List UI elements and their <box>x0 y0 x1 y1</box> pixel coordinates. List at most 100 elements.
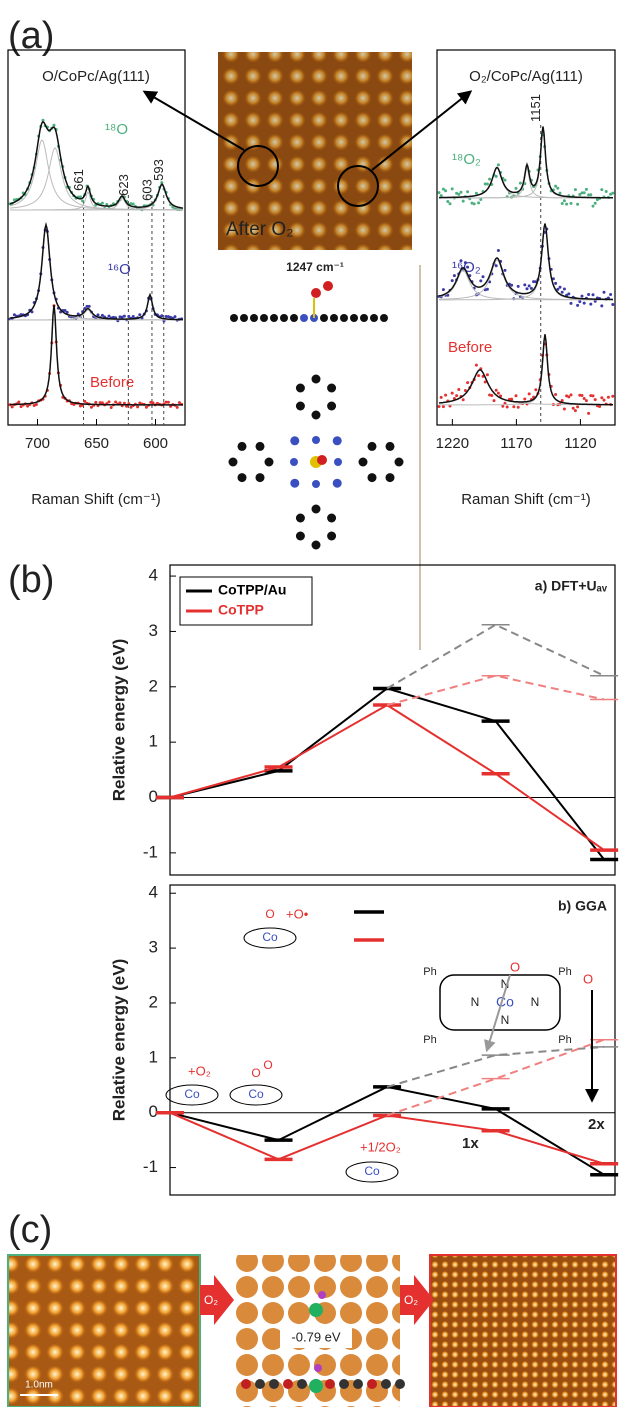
atom <box>320 314 328 322</box>
spectrum-point <box>567 292 571 296</box>
y-tick-label: -1 <box>143 842 158 861</box>
atom <box>241 1379 251 1389</box>
spectrum-point <box>118 315 122 319</box>
spectrum-point <box>122 314 126 318</box>
spectrum-point <box>457 192 461 196</box>
spectrum-point <box>534 388 538 392</box>
chart-title: a) DFT+Uₐᵥ <box>535 578 608 594</box>
spectrum-point <box>587 292 591 296</box>
spectrum-point <box>589 193 593 197</box>
spectrum-frame <box>7 49 186 426</box>
spectrum-point <box>602 398 606 402</box>
panel-label: (a) <box>8 15 54 57</box>
spectrum-point <box>100 201 104 205</box>
atom <box>360 314 368 322</box>
spectrum-point <box>510 397 514 401</box>
spectrum-point <box>87 304 91 308</box>
atom <box>295 531 305 541</box>
spectrum-frame <box>436 49 616 426</box>
spectrum-point <box>611 394 615 398</box>
spectrum-point <box>455 394 459 398</box>
atom <box>395 1379 405 1389</box>
spectrum-point <box>129 202 133 206</box>
spectrum-point <box>34 402 38 406</box>
spectrum-point <box>565 202 569 206</box>
spectrum-point <box>474 191 478 195</box>
annotation: N <box>471 995 480 1009</box>
arrow <box>142 90 245 151</box>
spectrum-point <box>551 277 555 281</box>
reaction-path <box>169 687 605 861</box>
atom <box>300 314 308 322</box>
spectrum-point <box>584 399 588 403</box>
atom <box>381 1379 391 1389</box>
spectrum-point <box>490 394 494 398</box>
spectrum-point <box>578 300 582 304</box>
spectrum-point <box>89 405 93 409</box>
trace-label: Before <box>448 339 492 356</box>
atom <box>255 1379 265 1389</box>
y-tick-label: 4 <box>149 883 158 902</box>
y-tick-label: 1 <box>149 732 158 751</box>
spectrum-point <box>591 394 595 398</box>
spectrum-point <box>459 259 463 263</box>
spectrum-point <box>173 315 177 319</box>
panel-label: (c) <box>8 1209 52 1251</box>
annotation: 2x <box>588 1116 605 1133</box>
y-tick-label: 3 <box>149 938 158 957</box>
atom <box>385 441 395 451</box>
legend-label: CoTPP/Au <box>218 582 286 598</box>
y-tick-label: 1 <box>149 1047 158 1066</box>
spectrum-point <box>100 313 104 317</box>
spectrum-point <box>118 401 122 405</box>
spectrum-point <box>488 177 492 181</box>
annotation: N <box>501 1013 510 1027</box>
spectrum-point <box>512 405 516 409</box>
spectrum-point <box>444 393 448 397</box>
atom <box>311 288 321 298</box>
highlight-circle <box>237 145 279 187</box>
atom <box>323 281 333 291</box>
plot-frame <box>169 564 616 876</box>
spectrum-point <box>483 380 487 384</box>
spectrum-point <box>510 283 514 287</box>
spectrum-point <box>499 394 503 398</box>
atom <box>240 314 248 322</box>
atom <box>290 458 298 466</box>
spectrum-point <box>556 186 560 190</box>
fit-curve <box>438 334 613 406</box>
atom <box>380 314 388 322</box>
spectrum-point <box>609 292 613 296</box>
spectrum-point <box>496 249 500 253</box>
spectrum-point <box>83 399 87 403</box>
stm-label: After O₂ <box>226 219 294 240</box>
spectrum-point <box>131 202 135 206</box>
annotation: O <box>510 959 520 974</box>
atom <box>297 1379 307 1389</box>
spectrum-point <box>598 405 602 409</box>
atom <box>353 1379 363 1389</box>
spectrum-point <box>567 395 571 399</box>
spectrum-point <box>17 400 21 404</box>
metal-icon <box>345 1161 399 1183</box>
spectrum-point <box>576 405 580 409</box>
spectrum-point <box>463 261 467 265</box>
atom <box>370 314 378 322</box>
atom <box>358 457 368 467</box>
spectrum-point <box>98 401 102 405</box>
atom <box>290 478 300 488</box>
energy-label: -0.79 eV <box>291 1329 340 1344</box>
spectrum-point <box>560 399 564 403</box>
annotation: +O• <box>286 906 309 921</box>
spectrum-point <box>525 287 529 291</box>
spectrum-point <box>466 265 470 269</box>
spectrum-point <box>595 198 599 202</box>
atom <box>228 457 238 467</box>
x-tick-label: 650 <box>84 435 109 452</box>
atom <box>367 473 377 483</box>
spectrum-point <box>582 397 586 401</box>
spectrum-point <box>65 310 69 314</box>
spectrum-point <box>441 405 445 409</box>
spectrum-point <box>496 391 500 395</box>
spectrum-point <box>582 301 586 305</box>
